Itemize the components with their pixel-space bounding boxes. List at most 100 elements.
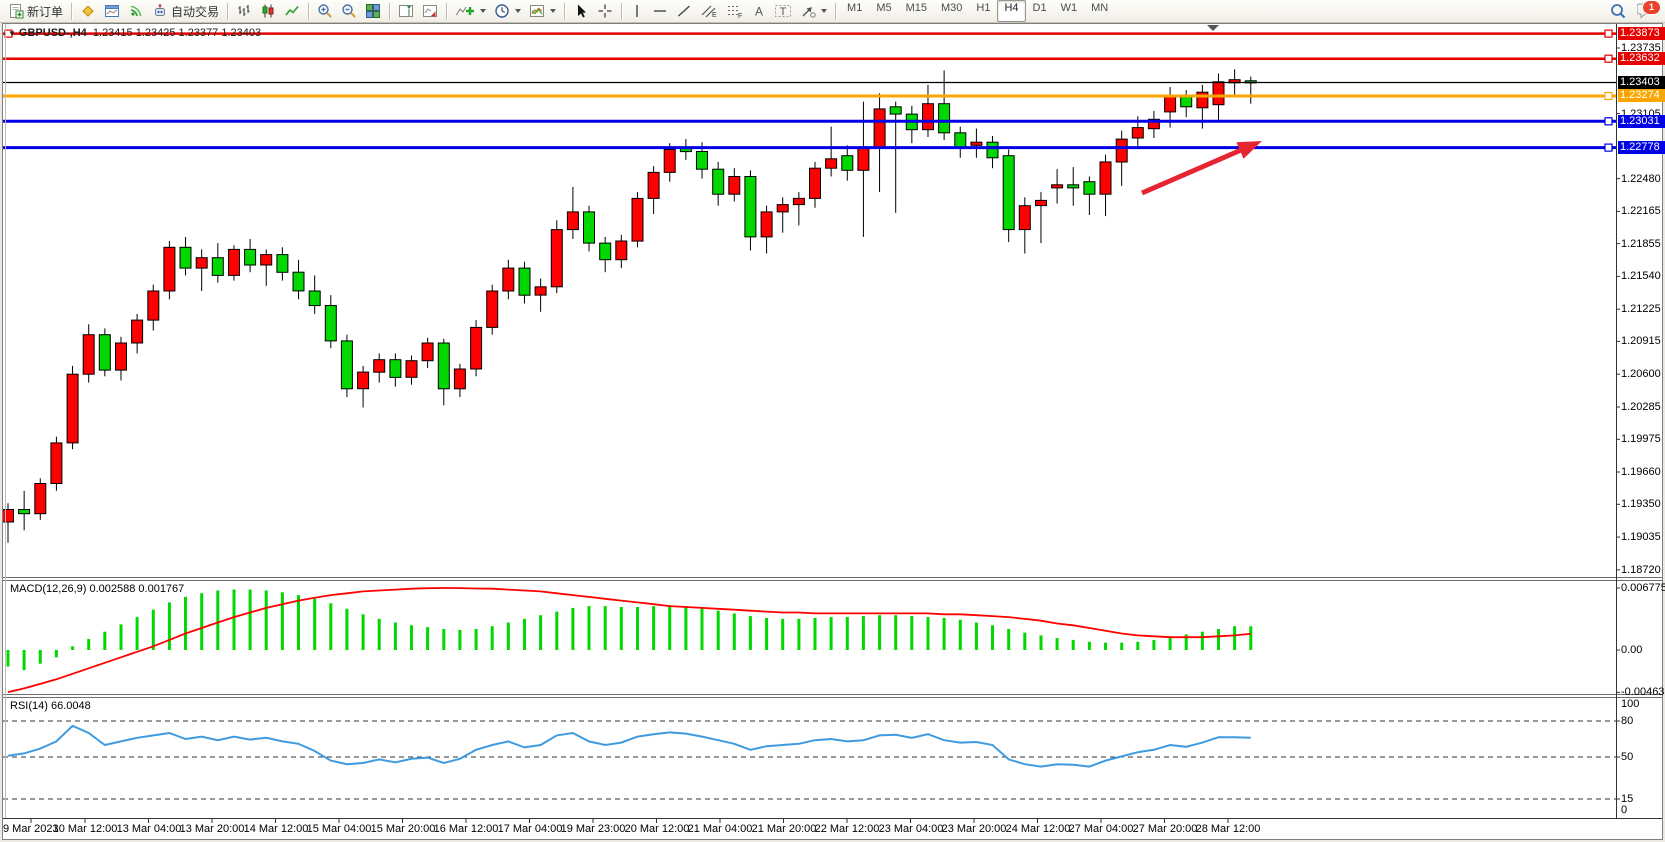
indicators-button[interactable] [451,0,490,22]
trend-arrow-annotation[interactable] [1141,141,1262,196]
toolbar-group [232,0,304,22]
mql-button[interactable] [76,0,100,22]
notifications-button[interactable]: 1 [1636,0,1661,21]
timeframe-M5-button[interactable]: M5 [876,2,892,14]
new-order-button[interactable]: 新订单 [4,0,67,22]
chart-shift-button[interactable] [394,0,418,22]
timeframe-MN-button[interactable]: MN [1091,2,1109,14]
fibonacci-button[interactable]: F [722,0,748,22]
svg-text:E: E [712,12,717,19]
chevron-down-icon [550,9,557,13]
text-icon: A [752,3,766,19]
tile-windows-icon [365,3,381,19]
crosshair-icon [597,3,613,19]
chart-shift-icon [398,3,414,19]
toolbar-separator [564,2,566,20]
timeframe-M15-button[interactable]: M15 [905,2,927,14]
indicators-icon [455,3,475,19]
cursor-icon [573,3,589,19]
horizontal-lines-layer[interactable] [3,29,1616,152]
horizontal-line-icon [652,3,668,19]
text-button[interactable]: A [748,0,770,22]
toolbar-group: 新订单 [4,0,67,22]
timeframe-group: M1 M5 M15 M30 H1 H4 D1 W1 MN [840,0,1115,22]
shapes-button[interactable] [796,0,831,22]
autotrade-button[interactable]: 自动交易 [148,0,223,22]
svg-text:F: F [738,13,742,19]
channel-button[interactable]: E [696,0,722,22]
mql-icon [80,3,96,19]
line-chart-button[interactable] [280,0,304,22]
label-button[interactable]: T [770,0,796,22]
toolbar-separator [835,2,837,20]
shapes-icon [800,3,816,19]
chevron-down-icon [480,9,487,13]
tile-windows-button[interactable] [361,0,385,22]
chevron-down-icon [515,9,522,13]
toolbar-separator [446,2,448,20]
panel-borders [2,23,1663,840]
cursor-button[interactable] [569,0,593,22]
periods-icon [494,3,510,19]
notification-badge: 1 [1642,0,1661,15]
trendline-button[interactable] [672,0,696,22]
horizontal-line-button[interactable] [648,0,672,22]
timeframe-H1-button[interactable]: H1 [976,2,991,14]
zoom-out-button[interactable] [337,0,361,22]
chart-autoscroll-button[interactable] [418,0,442,22]
chevron-down-icon [821,9,828,13]
timeframe-W1-button[interactable]: W1 [1060,2,1078,14]
chart-window-button[interactable] [100,0,124,22]
autotrade-icon [152,3,168,19]
toolbar-group [313,0,385,22]
zoom-in-button[interactable] [313,0,337,22]
toolbar-button-label: 新订单 [27,4,64,19]
svg-text:A: A [755,5,763,19]
timeframe-H4-button[interactable]: H4 [997,0,1026,22]
line-chart-icon [284,3,300,19]
search-button[interactable] [1605,0,1631,22]
vertical-line-icon [630,3,644,19]
chart-shift-marker-icon[interactable] [1207,25,1219,31]
hline-handle[interactable] [1604,91,1613,101]
periods-button[interactable] [490,0,525,22]
zoom-out-icon [341,3,357,19]
chart-window-icon [104,3,120,19]
new-order-icon [8,3,24,19]
axis-ticks [30,47,1620,823]
candles-layer [2,69,1257,543]
bar-chart-button[interactable] [232,0,256,22]
timeframe-M30-button[interactable]: M30 [941,2,963,14]
toolbar-group [394,0,442,22]
vertical-line-button[interactable] [626,0,648,22]
signals-icon [128,3,144,19]
fibonacci-icon: F [726,3,744,19]
hline-handle[interactable] [1604,117,1613,126]
timeframe-D1-button[interactable]: D1 [1032,2,1047,14]
templates-icon [529,3,545,19]
svg-text:T: T [780,6,787,18]
timeframe-M1-button[interactable]: M1 [847,2,863,14]
channel-icon: E [700,3,718,19]
candlestick-button[interactable] [256,0,280,22]
hline-handle[interactable] [1604,54,1613,63]
toolbar-separator [308,2,310,20]
hline-handle[interactable] [1604,29,1613,38]
toolbar-separator [227,2,229,20]
macd-panel [6,587,1253,693]
crosshair-button[interactable] [593,0,617,22]
search-icon [1609,2,1627,20]
toolbar-group: 自动交易 [76,0,223,22]
hline-handle[interactable] [4,29,13,38]
signals-button[interactable] [124,0,148,22]
bar-chart-icon [236,3,252,19]
hline-handle[interactable] [1604,143,1613,152]
chart-autoscroll-icon [422,3,438,19]
templates-button[interactable] [525,0,560,22]
toolbar-separator [389,2,391,20]
label-icon: T [774,3,792,19]
rsi-panel [3,720,1616,800]
